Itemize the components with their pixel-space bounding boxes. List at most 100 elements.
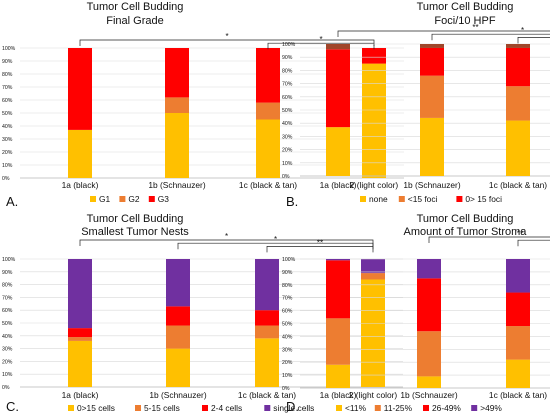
bar-segment [417, 376, 441, 388]
y-tick-label: 100% [2, 46, 16, 52]
significance-bracket [517, 239, 550, 247]
y-tick-label: 90% [282, 270, 293, 276]
y-tick-label: 10% [282, 161, 293, 167]
chart-title: Tumor Cell Budding [87, 1, 184, 13]
panel-label: D. [286, 399, 299, 414]
legend-swatch [360, 196, 366, 202]
significance-bracket [267, 42, 375, 50]
bar-segment [255, 338, 279, 387]
chart-subtitle: Foci/10 HPF [434, 15, 495, 27]
y-tick-label: 10% [2, 163, 13, 169]
y-tick-label: 30% [2, 347, 13, 353]
chart-panel: Tumor Cell Budding Foci/10 HPF 0% 10% 20% 30%… [282, 1, 550, 209]
x-category-label: 1b (Schnauzer) [149, 390, 206, 400]
chart-title: Tumor Cell Budding [417, 1, 514, 13]
x-category-label: 1a (black) [320, 390, 357, 400]
y-tick-label: 70% [2, 295, 13, 301]
legend-label: 5-15 cells [144, 403, 180, 413]
legend-swatch [336, 405, 342, 411]
bar-segment [256, 102, 280, 120]
bar-segment [255, 310, 279, 326]
y-tick-label: 40% [2, 334, 13, 340]
legend-label: 2-4 cells [211, 403, 242, 413]
bar-segment [417, 278, 441, 332]
y-tick-label: 90% [282, 55, 293, 61]
y-tick-label: 90% [2, 270, 13, 276]
y-tick-label: 50% [2, 321, 13, 327]
y-tick-label: 90% [2, 59, 13, 65]
legend-swatch [264, 405, 271, 411]
bar-segment [256, 48, 280, 103]
bar-segment [506, 359, 530, 388]
y-tick-label: 0% [282, 386, 290, 392]
y-tick-label: 80% [282, 283, 293, 289]
y-tick-label: 0% [282, 174, 290, 180]
chart-title: Tumor Cell Budding [87, 213, 184, 225]
bar-segment [326, 260, 350, 319]
bar-segment [255, 259, 279, 311]
y-tick-label: 80% [2, 283, 13, 289]
bar-segment [68, 259, 92, 329]
chart-subtitle: Smallest Tumor Nests [81, 226, 189, 238]
y-tick-label: 0% [2, 385, 10, 391]
x-category-label: 1b (Schnauzer) [400, 390, 457, 400]
x-category-label: 1c (black & tan) [239, 180, 297, 190]
legend-swatch [135, 405, 141, 411]
bar-segment [326, 318, 350, 365]
bar-segment [166, 325, 190, 349]
legend-label: 11-25% [384, 403, 413, 413]
legend-label: none [369, 194, 388, 204]
y-tick-label: 20% [282, 360, 293, 366]
panel-label: A. [6, 194, 18, 209]
bar-segment [417, 259, 441, 279]
significance-marker: ** [517, 229, 523, 238]
bar-segment [68, 328, 92, 338]
y-tick-label: 100% [282, 257, 296, 263]
x-category-label: 2 (light color) [349, 390, 398, 400]
x-category-label: 1c (black & tan) [489, 390, 547, 400]
y-tick-label: 0% [2, 176, 10, 182]
chart-subtitle: Final Grade [106, 15, 163, 27]
bar-segment [166, 259, 190, 307]
x-category-label: 1c (black & tan) [489, 180, 547, 190]
bar-segment [165, 113, 189, 178]
chart-subtitle: Amount of Tumor Stroma [404, 226, 528, 238]
x-category-label: 1a (black) [62, 390, 99, 400]
legend-label: <15 foci [408, 194, 438, 204]
y-tick-label: 40% [282, 121, 293, 127]
bar-segment [506, 292, 530, 327]
legend-swatch [398, 196, 405, 202]
bar-segment [420, 47, 444, 76]
significance-marker: * [225, 232, 228, 241]
bar-segment [68, 337, 92, 341]
bar-segment [361, 279, 385, 387]
significance-marker: * [319, 35, 322, 44]
chart-title: Tumor Cell Budding [417, 213, 514, 225]
y-tick-label: 70% [282, 82, 293, 88]
legend-swatch [423, 405, 429, 411]
legend-swatch [202, 405, 208, 411]
y-tick-label: 40% [282, 334, 293, 340]
bar-segment [361, 273, 385, 280]
bar-segment [361, 259, 385, 274]
x-category-label: 1a (black) [320, 180, 357, 190]
y-tick-label: 40% [2, 124, 13, 130]
y-tick-label: 60% [2, 98, 13, 104]
bar-segment [326, 49, 350, 128]
bar-segment [68, 340, 92, 387]
bar-segment [326, 364, 350, 388]
bar-segment [506, 86, 530, 121]
bar-segment [255, 325, 279, 339]
bar-segment [420, 117, 444, 176]
bar-segment [326, 44, 350, 50]
bar-segment [326, 259, 350, 261]
legend-label: G3 [158, 194, 170, 204]
bar-segment [417, 331, 441, 377]
bar-segment [506, 44, 530, 48]
y-tick-label: 50% [282, 322, 293, 328]
legend-swatch [68, 405, 74, 411]
significance-bracket [517, 37, 550, 44]
